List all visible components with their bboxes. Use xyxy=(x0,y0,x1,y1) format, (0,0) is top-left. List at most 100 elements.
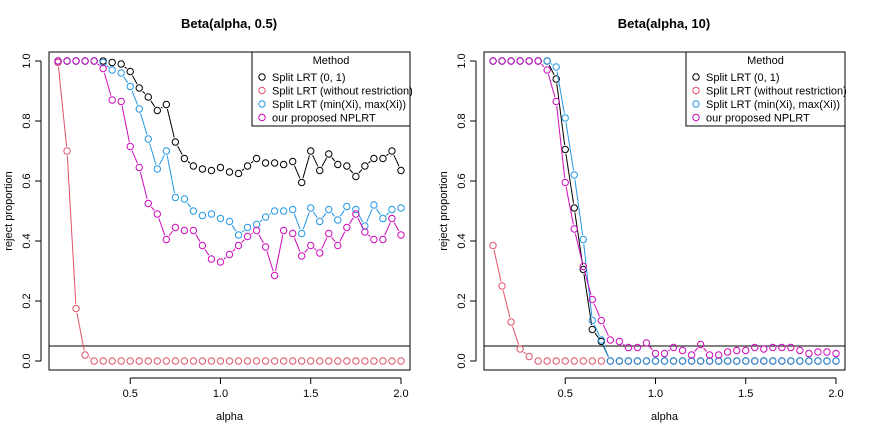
series-line-segment xyxy=(204,249,210,256)
data-point xyxy=(552,97,560,106)
series-line-segment xyxy=(547,74,556,98)
data-point xyxy=(180,226,189,235)
data-point xyxy=(171,193,180,202)
data-point xyxy=(525,57,533,65)
data-point xyxy=(516,345,524,353)
series-line-segment xyxy=(150,100,156,107)
data-point xyxy=(279,160,288,169)
data-point xyxy=(606,357,615,365)
series-line-segment xyxy=(293,213,301,230)
series-line-segment xyxy=(550,63,553,65)
data-point xyxy=(207,357,216,365)
legend-entry-label: Split LRT (0, 1) xyxy=(706,72,780,84)
data-point xyxy=(135,105,143,113)
data-point xyxy=(270,207,279,215)
data-point xyxy=(597,337,606,346)
data-point xyxy=(334,160,342,169)
legend-box xyxy=(251,51,411,127)
data-point xyxy=(216,357,225,365)
data-point xyxy=(579,357,587,365)
data-point xyxy=(379,214,387,223)
data-point xyxy=(316,166,324,175)
series-line-segment xyxy=(266,251,274,272)
legend-box xyxy=(685,51,846,127)
data-point xyxy=(678,346,687,355)
data-point xyxy=(334,241,342,250)
data-point xyxy=(288,357,297,365)
data-point xyxy=(288,157,297,166)
data-point xyxy=(126,357,134,365)
series-line-segment xyxy=(251,232,254,235)
series-line-segment xyxy=(131,150,138,164)
data-point xyxy=(171,138,180,146)
series-line-segment xyxy=(668,349,670,352)
data-point xyxy=(687,351,696,359)
data-point xyxy=(234,241,243,250)
data-point xyxy=(189,162,198,170)
series-line-segment xyxy=(158,154,165,166)
data-point xyxy=(153,357,162,365)
y-tick-label: 1.0 xyxy=(21,53,33,68)
series-line-segment xyxy=(223,257,227,260)
data-point xyxy=(99,57,107,65)
series-line-segment xyxy=(321,157,328,167)
y-axis: 0.0 0.2 0.4 0.6 0.8 1.0 reject proportion xyxy=(3,53,42,369)
data-point xyxy=(307,147,315,155)
data-point xyxy=(153,106,162,115)
data-point xyxy=(153,210,162,218)
legend-entry-label: Split LRT (without restriction) xyxy=(272,86,413,98)
data-point xyxy=(796,346,804,355)
series-line-segment xyxy=(275,234,284,272)
data-point xyxy=(352,205,360,214)
x-tick-label: 2.0 xyxy=(393,388,408,400)
data-point xyxy=(207,255,216,263)
data-point xyxy=(343,223,351,232)
y-tick-label: 0.4 xyxy=(21,233,33,248)
chart-title: Beta(alpha, 10) xyxy=(618,16,710,31)
data-point xyxy=(588,357,596,365)
data-point xyxy=(352,357,360,365)
data-point xyxy=(651,349,660,358)
data-point xyxy=(379,235,387,244)
series-line-segment xyxy=(121,105,130,143)
legend-title: Method xyxy=(313,55,350,67)
legend-entry-label: Split LRT (without restriction) xyxy=(706,86,847,98)
data-point xyxy=(99,64,107,73)
data-point xyxy=(832,357,840,365)
y-axis-label: reject proportion xyxy=(3,171,15,251)
data-point xyxy=(507,57,515,65)
data-point xyxy=(90,357,98,365)
plot-frame xyxy=(483,51,846,371)
series-line-segment xyxy=(241,239,245,243)
data-point xyxy=(733,357,741,365)
data-point xyxy=(606,336,615,344)
data-point xyxy=(108,66,116,74)
series-line-segment xyxy=(177,145,183,155)
chart-panel-2: Beta(alpha, 10)0.5 1.0 1.5 2.0alpha0.00.20.… xyxy=(438,16,847,423)
data-point xyxy=(370,357,378,365)
data-point xyxy=(370,235,378,244)
data-point xyxy=(552,357,560,365)
data-point xyxy=(189,357,198,365)
data-point xyxy=(99,357,107,365)
data-point xyxy=(162,235,171,244)
data-point xyxy=(216,258,225,266)
data-point xyxy=(787,357,795,365)
data-point xyxy=(498,282,506,290)
data-point xyxy=(243,232,252,241)
legend: Method Split LRT (0, 1) Split LRT (without… xyxy=(251,51,413,127)
data-point xyxy=(108,357,116,365)
data-point xyxy=(316,217,324,226)
data-point xyxy=(543,357,551,365)
data-point xyxy=(561,145,569,154)
data-point xyxy=(751,357,759,365)
data-point xyxy=(388,205,396,214)
data-point xyxy=(117,69,125,77)
data-point xyxy=(162,100,171,109)
data-point xyxy=(144,135,152,143)
data-point xyxy=(570,357,578,365)
data-point xyxy=(705,351,714,359)
series-line-segment xyxy=(593,324,600,337)
data-point xyxy=(243,223,252,232)
series-line-segment xyxy=(302,155,310,179)
